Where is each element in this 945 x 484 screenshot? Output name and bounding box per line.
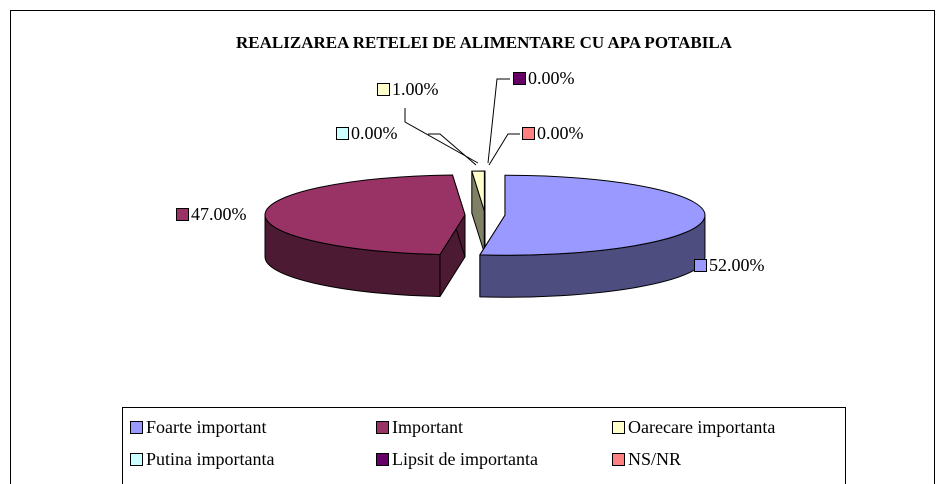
data-label: 0.00%	[351, 123, 398, 143]
leader-line	[487, 78, 510, 164]
data-label: 52.00%	[709, 255, 765, 275]
legend-label: NS/NR	[628, 449, 681, 469]
legend-label: Putina importanta	[146, 449, 274, 469]
leader-line	[404, 108, 479, 164]
label-swatch	[176, 208, 189, 221]
legend-box	[122, 407, 846, 484]
data-label: 0.00%	[537, 123, 584, 143]
legend-swatch	[376, 421, 389, 434]
chart-title: REALIZAREA RETELEI DE ALIMENTARE CU APA …	[236, 33, 733, 52]
label-swatch	[336, 127, 349, 140]
legend-label: Foarte important	[146, 417, 266, 437]
legend-swatch	[376, 453, 389, 466]
leader-line	[488, 133, 520, 166]
label-swatch	[694, 259, 707, 272]
legend-swatch	[130, 421, 143, 434]
label-swatch	[377, 83, 390, 96]
label-swatch	[522, 127, 535, 140]
legend-swatch	[612, 453, 625, 466]
data-label: 1.00%	[392, 79, 439, 99]
legend-label: Lipsit de importanta	[392, 449, 538, 469]
legend-label: Oarecare importanta	[628, 417, 775, 437]
slice	[471, 170, 485, 212]
pie-tops	[264, 170, 706, 256]
slice	[264, 174, 466, 256]
legend-swatch	[612, 421, 625, 434]
legend-label: Important	[392, 417, 463, 437]
chart-frame	[10, 10, 935, 484]
slice	[479, 174, 706, 256]
leader-line	[428, 133, 477, 166]
data-label: 47.00%	[191, 204, 247, 224]
leader-lines	[404, 78, 520, 166]
data-label: 0.00%	[528, 68, 575, 88]
label-swatch	[513, 72, 526, 85]
legend-swatch	[130, 453, 143, 466]
